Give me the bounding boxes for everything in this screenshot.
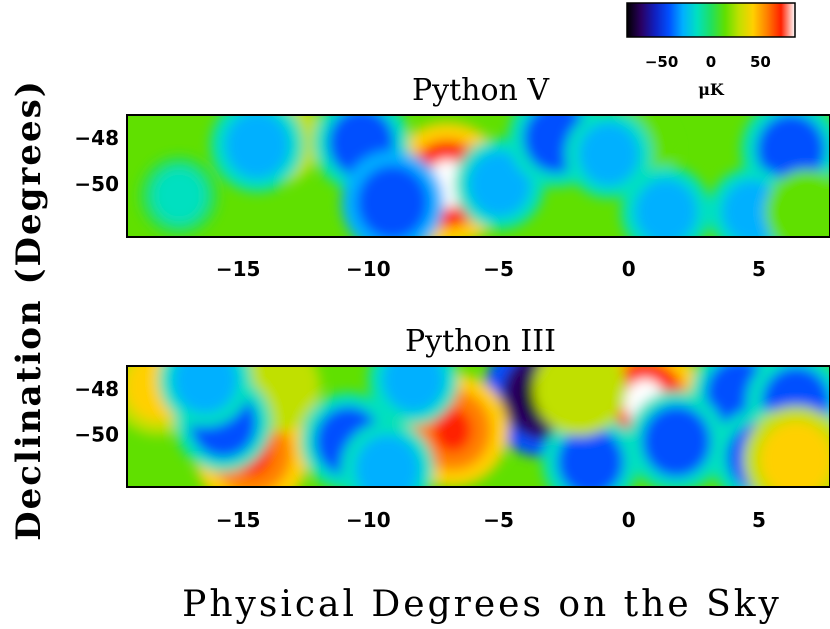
panel-frame — [126, 365, 830, 488]
hotspot — [777, 181, 830, 237]
panel-title: Python III — [405, 324, 556, 359]
colorbar-unit-label: μK — [698, 80, 725, 99]
heatmap-area — [127, 366, 830, 487]
hotspot — [557, 427, 624, 487]
x-tick-label: −15 — [216, 508, 261, 532]
hotspot — [382, 366, 445, 413]
hotspot — [355, 435, 420, 487]
colorbar-tick-label: 50 — [750, 53, 771, 71]
hotspot — [357, 165, 428, 237]
x-tick-label: −10 — [346, 257, 391, 281]
hotspot — [173, 366, 238, 414]
x-tick-label: −5 — [483, 257, 514, 281]
colorbar: −50 0 50 μK — [626, 2, 796, 99]
hotspot — [547, 366, 613, 423]
hotspot — [634, 179, 697, 237]
y-axis-label: Declination (Degrees) — [9, 79, 49, 541]
hotspot — [225, 115, 290, 179]
hotspot — [759, 421, 830, 487]
colorbar-tick-label: −50 — [645, 53, 678, 71]
panel-python-iii: Python III−15 −10 −5 0 5−48−50 — [74, 324, 830, 532]
x-tick-label: −10 — [346, 508, 391, 532]
hotspot-peak — [433, 407, 472, 453]
y-tick-label: −50 — [74, 422, 119, 446]
hotspot — [756, 115, 826, 186]
x-tick-label: −5 — [483, 508, 514, 532]
hotspot — [642, 405, 711, 478]
panel-frame — [126, 114, 830, 238]
x-tick-label: 5 — [752, 508, 766, 532]
heatmap-area — [127, 115, 830, 237]
x-tick-label: −15 — [216, 257, 261, 281]
colorbar-tick-label: 0 — [706, 53, 716, 71]
y-tick-label: −48 — [74, 126, 119, 150]
x-tick-label: 5 — [752, 257, 766, 281]
y-tick-label: −50 — [74, 172, 119, 196]
hotspot — [578, 122, 639, 186]
x-tick-label: 0 — [622, 257, 636, 281]
y-tick-label: −48 — [74, 377, 119, 401]
x-tick-label: 0 — [622, 508, 636, 532]
x-axis-label: Physical Degrees on the Sky — [182, 584, 782, 625]
colorbar-gradient — [626, 2, 796, 38]
hotspot — [152, 167, 206, 224]
panel-title: Python V — [412, 73, 550, 108]
panel-python-v: Python V−15 −10 −5 0 5−48−50 — [74, 73, 830, 281]
hotspot — [468, 151, 531, 217]
colorbar-ticks: −50 0 50 — [645, 53, 771, 71]
